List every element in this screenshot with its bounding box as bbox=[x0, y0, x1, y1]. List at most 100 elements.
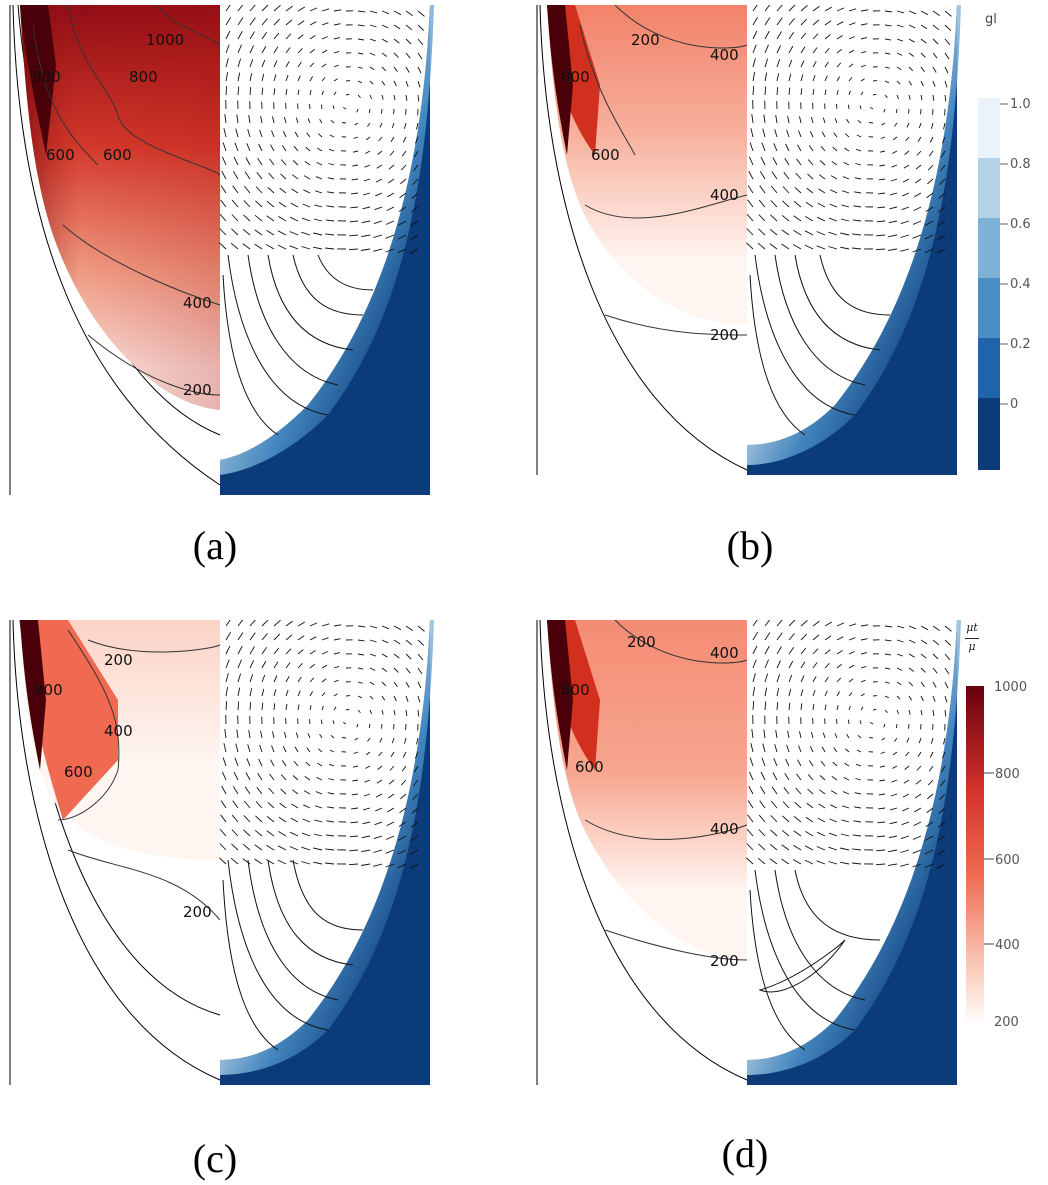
velocity-arrow bbox=[769, 228, 778, 236]
velocity-arrow bbox=[348, 863, 359, 866]
velocity-arrow bbox=[860, 652, 868, 655]
velocity-arrow bbox=[884, 24, 892, 27]
velocity-arrow bbox=[759, 185, 766, 194]
velocity-arrow bbox=[804, 859, 814, 865]
velocity-arrow bbox=[289, 831, 299, 837]
velocity-arrow bbox=[758, 843, 766, 851]
velocity-arrow bbox=[303, 790, 311, 795]
velocity-arrow bbox=[758, 228, 766, 236]
velocity-arrow bbox=[309, 35, 316, 40]
velocity-arrow bbox=[764, 673, 769, 683]
velocity-arrow bbox=[385, 863, 395, 868]
velocity-arrow bbox=[830, 804, 838, 809]
velocity-arrow bbox=[235, 743, 239, 753]
velocity-arrow bbox=[381, 667, 388, 672]
velocity-arrow bbox=[261, 5, 269, 12]
velocity-arrow bbox=[377, 765, 383, 770]
velocity-arrow bbox=[944, 695, 948, 703]
velocity-arrow bbox=[920, 94, 923, 101]
velocity-arrow bbox=[908, 695, 913, 701]
velocity-arrow bbox=[913, 206, 922, 212]
velocity-arrow bbox=[234, 757, 239, 767]
velocity-arrow bbox=[237, 673, 242, 683]
velocity-arrow bbox=[390, 136, 395, 143]
velocity-arrow bbox=[285, 19, 293, 26]
velocity-vectors bbox=[219, 620, 425, 869]
velocity-arrow bbox=[752, 58, 756, 68]
velocity-arrow bbox=[329, 749, 335, 753]
velocity-arrow bbox=[357, 24, 365, 27]
velocity-arrow bbox=[357, 667, 364, 670]
velocity-arrow bbox=[785, 143, 790, 152]
velocity-arrow bbox=[836, 48, 842, 54]
velocity-arrow bbox=[326, 205, 335, 208]
velocity-arrow bbox=[771, 786, 778, 795]
velocity-arrow bbox=[325, 834, 335, 837]
velocity-arrow bbox=[788, 633, 795, 641]
velocity-arrow bbox=[804, 230, 814, 236]
panel-a-figure: 1000 800 800 600 600 400 200 bbox=[9, 5, 434, 495]
velocity-arrow bbox=[255, 186, 263, 194]
velocity-arrow bbox=[821, 131, 826, 138]
velocity-arrow bbox=[833, 132, 838, 138]
velocity-arrow bbox=[397, 849, 407, 855]
velocity-arrow bbox=[249, 620, 256, 627]
velocity-arrow bbox=[349, 234, 359, 237]
velocity-arrow bbox=[932, 653, 939, 660]
velocity-arrow bbox=[818, 188, 826, 194]
velocity-arrow bbox=[908, 681, 914, 687]
velocity-arrow bbox=[321, 90, 324, 96]
velocity-arrow bbox=[770, 214, 778, 222]
velocity-arrow bbox=[403, 122, 407, 129]
velocity-arrow bbox=[314, 204, 323, 208]
velocity-arrow bbox=[758, 214, 766, 222]
velocity-arrow bbox=[242, 228, 251, 236]
velocity-arrow bbox=[369, 667, 376, 671]
velocity-arrow bbox=[908, 108, 910, 114]
velocity-arrow bbox=[297, 621, 306, 627]
velocity-arrow bbox=[869, 122, 874, 124]
velocity-arrow bbox=[405, 66, 410, 73]
velocity-arrow bbox=[369, 695, 374, 700]
velocity-arrow bbox=[357, 10, 366, 13]
velocity-arrow bbox=[924, 234, 934, 240]
velocity-arrow bbox=[357, 709, 361, 714]
velocity-arrow bbox=[261, 633, 268, 641]
velocity-arrow bbox=[799, 731, 802, 739]
velocity-arrow bbox=[920, 80, 924, 87]
velocity-arrow bbox=[878, 178, 886, 181]
velocity-arrow bbox=[776, 674, 781, 683]
velocity-arrow bbox=[303, 189, 311, 194]
velocity-arrow bbox=[333, 638, 341, 641]
velocity-arrow bbox=[888, 220, 898, 224]
velocity-arrow bbox=[884, 695, 889, 699]
velocity-arrow bbox=[834, 118, 838, 124]
velocity-arrow bbox=[809, 746, 814, 753]
velocity-arrow bbox=[362, 192, 371, 196]
velocity-arrow bbox=[357, 80, 362, 84]
contour-label: 200 bbox=[627, 633, 656, 651]
velocity-arrow bbox=[792, 859, 802, 865]
velocity-arrow bbox=[752, 700, 755, 711]
velocity-arrow bbox=[397, 835, 407, 841]
velocity-arrow bbox=[381, 681, 387, 687]
velocity-arrow bbox=[908, 625, 917, 630]
velocity-arrow bbox=[297, 635, 305, 641]
velocity-arrow bbox=[357, 38, 364, 41]
velocity-arrow bbox=[845, 748, 850, 753]
velocity-arrow bbox=[812, 634, 820, 641]
velocity-arrow bbox=[417, 38, 424, 46]
velocity-arrow bbox=[272, 731, 275, 739]
velocity-arrow bbox=[376, 164, 383, 169]
velocity-arrow bbox=[941, 150, 946, 158]
velocity-arrow bbox=[417, 709, 420, 717]
velocity-arrow bbox=[388, 779, 395, 785]
velocity-arrow bbox=[812, 74, 816, 82]
velocity-arrow bbox=[357, 66, 363, 69]
velocity-arrow bbox=[381, 695, 386, 701]
velocity-arrow bbox=[819, 160, 826, 166]
velocity-arrow bbox=[361, 863, 371, 866]
velocity-arrow bbox=[776, 87, 779, 96]
velocity-arrow bbox=[805, 831, 814, 837]
velocity-arrow bbox=[273, 689, 277, 697]
